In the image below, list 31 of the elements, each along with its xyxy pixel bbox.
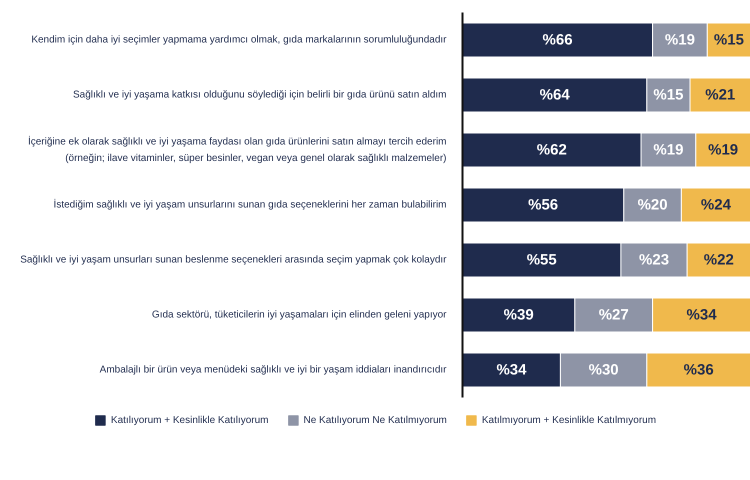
data-label: %19 — [664, 32, 695, 48]
data-label: %30 — [588, 362, 619, 378]
data-label: %19 — [653, 142, 684, 158]
data-label: %19 — [708, 142, 738, 158]
data-label: %34 — [686, 306, 718, 324]
data-label: %23 — [639, 252, 670, 268]
y-tick-label: Gıda sektörü, tüketicilerin iyi yaşamaları için elinden geleni yapıyor — [152, 310, 448, 320]
legend-label: Ne Katılıyorum Ne Katılmıyorum — [303, 414, 447, 426]
data-label: %15 — [714, 32, 744, 48]
data-label: %55 — [526, 252, 557, 268]
data-label: %24 — [700, 196, 732, 214]
legend-label: Katılıyorum + Kesinlikle Katılıyorum — [110, 414, 268, 426]
data-label: %62 — [536, 142, 567, 158]
data-label: %27 — [598, 306, 629, 324]
y-tick-label: İçeriğine ek olarak sağlıklı ve iyi yaşama faydası olan gıda ürünlerini satın almayı tercih ederim (örneğin; ilave vitaminler, süper besinler, vegan veya genel olarak sağlıklı malzemeler) — [28, 135, 447, 164]
data-label: %34 — [496, 362, 528, 378]
y-tick-label: Kendim için daha iyi seçimler yapmama yardımcı olmak, gıda markalarının sorumluluğundadır — [31, 34, 448, 46]
data-label: %39 — [504, 306, 534, 324]
data-label: %22 — [704, 252, 734, 268]
data-label: %21 — [705, 86, 736, 104]
data-label: %36 — [684, 362, 714, 378]
y-tick-label: İstediğim sağlıklı ve iyi yaşam unsurlarını sunan gıda seçeneklerini her zaman bulabilirim — [54, 198, 447, 210]
data-label: %56 — [528, 196, 558, 214]
data-label: %66 — [542, 32, 573, 48]
data-label: %15 — [653, 86, 684, 104]
y-tick-label: Ambalajlı bir ürün veya menüdeki sağlıklı ve iyi bir yaşam iddiaları inandırıcıdır — [100, 364, 448, 376]
data-label: %64 — [540, 86, 570, 104]
y-tick-label: Sağlıklı ve iyi yaşama katkısı olduğunu söylediği için belirli bir gıda ürünü satın aldım — [72, 90, 447, 100]
data-label: %20 — [638, 196, 668, 214]
legend-label: Katılmıyorum + Kesinlikle Katılmıyorum — [482, 414, 656, 426]
y-tick-label: Sağlıklı ve iyi yaşam unsurları sunan beslenme seçenekleri arasında seçim yapmak çok kolaydır — [20, 254, 448, 266]
